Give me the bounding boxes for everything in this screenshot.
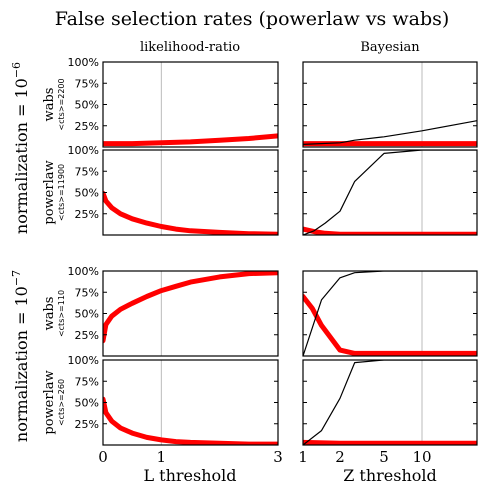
row-label-model-text: wabs (42, 88, 57, 122)
row-label-model-text: wabs (42, 297, 57, 331)
x-tick-label-right: 1 (298, 448, 308, 466)
y-tick-label: 25% (75, 120, 99, 133)
panel-frame (302, 61, 478, 148)
y-tick-label: 75% (75, 375, 99, 388)
row-group-label-top-text: normalization = 10 (12, 78, 31, 234)
series-red-line (103, 271, 278, 344)
panels-layer: 25%50%75%100%wabs <cts>=220025%50%75%100%… (42, 56, 478, 466)
y-tick-label: 100% (68, 265, 99, 278)
series-black-line (303, 271, 477, 356)
x-tick-label-right: 5 (379, 448, 389, 466)
row-label-model-text: powerlaw (42, 160, 57, 224)
row-label-counts-text: <cts>=110 (57, 290, 66, 337)
panel-3-0: 25% 50% 75% 100% powerlaw <cts>=260 (42, 354, 279, 446)
row-group-label-bottom-text: normalization = 10 (12, 286, 31, 442)
chart-title: False selection rates (powerlaw vs wabs) (55, 8, 450, 30)
x-tick-label-left: 0 (98, 448, 108, 466)
row-label-counts: <cts>=110 (57, 290, 66, 337)
series-black-line (303, 360, 477, 445)
y-tick-label: 25% (75, 418, 99, 431)
row-group-label-top: normalization = 10−6 (10, 62, 31, 234)
row-label-counts: <cts>=2200 (57, 78, 66, 130)
column-title-left: likelihood-ratio (140, 40, 240, 55)
panel-0-0: 25% 50% 75% 100% wabs <cts>=2200 (42, 56, 279, 148)
y-tick-label: 25% (75, 329, 99, 342)
row-label-counts: <cts>=11900 (57, 164, 66, 221)
svg-text:normalization = 10−6: normalization = 10−6 (10, 62, 31, 234)
series-red-line (303, 294, 477, 356)
row-label-counts: <cts>=260 (57, 379, 66, 426)
y-tick-label: 50% (75, 187, 99, 200)
row-label-model: wabs (42, 88, 57, 122)
y-tick-label: 75% (75, 286, 99, 299)
y-tick-label: 25% (75, 208, 99, 221)
series-black-line (303, 150, 477, 235)
row-label-counts-text: <cts>=2200 (57, 78, 66, 130)
y-tick-label: 75% (75, 77, 99, 90)
row-label-model: powerlaw (42, 370, 57, 434)
series-red-line (303, 439, 477, 445)
column-title-right: Bayesian (360, 40, 420, 55)
row-group-label-bottom-exp: −7 (10, 270, 23, 286)
row-label-model-text: powerlaw (42, 370, 57, 434)
x-axis-label-right: Z threshold (343, 466, 437, 485)
y-tick-label: 100% (68, 144, 99, 157)
series-red-line (103, 133, 278, 147)
row-label-model: wabs (42, 297, 57, 331)
row-group-label-bottom: normalization = 10−7 (10, 270, 31, 442)
row-label-counts-text: <cts>=11900 (57, 164, 66, 221)
x-tick-label-left: 1 (157, 448, 167, 466)
panel-3-1 (302, 359, 478, 446)
svg-text:normalization = 10−7: normalization = 10−7 (10, 270, 31, 442)
y-tick-label: 75% (75, 165, 99, 178)
y-tick-label: 50% (75, 99, 99, 112)
x-tick-label-left: 3 (273, 448, 283, 466)
panel-frame (302, 149, 478, 236)
series-black-line (303, 120, 477, 145)
y-tick-label: 100% (68, 56, 99, 69)
panel-1-1 (302, 149, 478, 236)
y-tick-label: 50% (75, 397, 99, 410)
row-group-label-top-exp: −6 (10, 62, 23, 78)
row-label-counts-text: <cts>=260 (57, 379, 66, 426)
panel-2-1 (302, 270, 478, 357)
panel-2-0: 25% 50% 75% 100% wabs <cts>=110 (42, 265, 279, 357)
series-red-line (103, 190, 278, 235)
row-label-model: powerlaw (42, 160, 57, 224)
series-red-line (103, 396, 278, 445)
panel-frame (102, 149, 279, 236)
x-axis-label-left: L threshold (143, 466, 236, 485)
panel-frame (302, 270, 478, 357)
y-tick-label: 100% (68, 354, 99, 367)
x-tick-label-right: 10 (412, 448, 431, 466)
series-red-line (303, 226, 477, 235)
panel-frame (302, 359, 478, 446)
panel-1-0: 25% 50% 75% 100% powerlaw <cts>=11900 (42, 144, 279, 236)
panel-frame (102, 61, 279, 148)
y-tick-label: 50% (75, 308, 99, 321)
x-tick-label-right: 2 (335, 448, 345, 466)
panel-0-1 (302, 61, 478, 148)
